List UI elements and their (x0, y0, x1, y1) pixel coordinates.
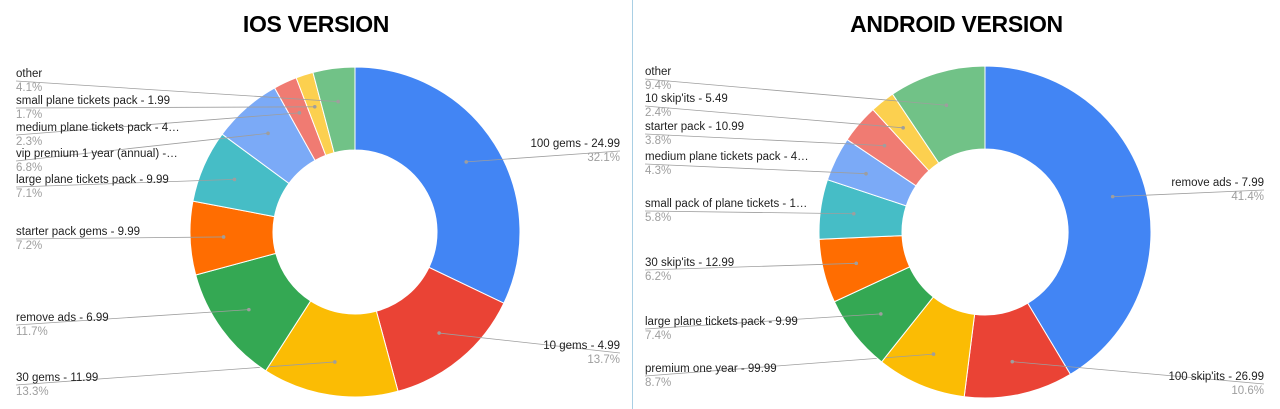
ios-label-10-gems-4-99: 10 gems - 4.99 (543, 340, 620, 352)
android-donut-chart: remove ads - 7.99 41.4% 100 skip'its - 26.… (644, 65, 1265, 399)
ios-leader-dot-remove-ads-6-99 (247, 307, 251, 312)
android-label-small-pack-of-plane-tickets-1: small pack of plane tickets - 1… (645, 198, 807, 210)
ios-leader-line-small-plane-tickets-pack-1-99 (15, 106, 315, 109)
ios-leader-line-100-gems-24-99 (466, 150, 621, 163)
panel-divider (632, 0, 633, 409)
android-percent-small-pack-of-plane-tickets-1: 5.8% (645, 212, 671, 224)
ios-leader-line-large-plane-tickets-pack-9-99 (15, 178, 235, 188)
android-leader-dot-remove-ads-7-99 (1110, 194, 1115, 199)
ios-leader-line-starter-pack-gems-9-99 (15, 236, 224, 240)
android-percent-medium-plane-tickets-pack-4: 4.3% (645, 165, 671, 177)
android-percent-10-skip-its-5-49: 2.4% (645, 107, 671, 119)
ios-percent-small-plane-tickets-pack-1-99: 1.7% (16, 109, 42, 121)
ios-leader-line-10-gems-4-99 (439, 332, 621, 354)
android-leader-line-small-pack-of-plane-tickets-1 (644, 210, 854, 215)
android-leader-dot-small-pack-of-plane-tickets-1 (851, 211, 856, 216)
android-label-100-skip-its-26-99: 100 skip'its - 26.99 (1168, 371, 1264, 383)
android-leader-line-remove-ads-7-99 (1112, 189, 1265, 198)
ios-label-small-plane-tickets-pack-1-99: small plane tickets pack - 1.99 (16, 95, 170, 107)
ios-label-100-gems-24-99: 100 gems - 24.99 (530, 138, 620, 150)
android-leader-dot-large-plane-tickets-pack-9-99 (879, 312, 883, 316)
ios-percent-large-plane-tickets-pack-9-99: 7.1% (16, 188, 42, 200)
android-leader-line-medium-plane-tickets-pack-4 (644, 163, 867, 175)
ios-leader-dot-medium-plane-tickets-pack-4 (297, 111, 302, 115)
ios-leader-dot-vip-premium-1-year-annual (266, 131, 270, 136)
android-slice-other[interactable] (891, 65, 986, 164)
android-leader-line-large-plane-tickets-pack-9-99 (644, 313, 881, 330)
ios-label-30-gems-11-99: 30 gems - 11.99 (16, 372, 98, 384)
ios-leader-dot-100-gems-24-99 (464, 160, 469, 164)
ios-leader-line-other (15, 80, 339, 102)
android-label-medium-plane-tickets-pack-4: medium plane tickets pack - 4… (645, 151, 809, 163)
ios-label-remove-ads-6-99: remove ads - 6.99 (16, 312, 109, 324)
android-label-10-skip-its-5-49: 10 skip'its - 5.49 (645, 93, 728, 105)
android-leader-dot-100-skip-its-26-99 (1010, 359, 1015, 364)
ios-leader-line-vip-premium-1-year-annual (15, 132, 269, 162)
ios-chart-panel: IOS VERSION 100 gems - 24.99 32.1% 10 gems… (0, 0, 632, 409)
ios-percent-starter-pack-gems-9-99: 7.2% (16, 240, 42, 252)
ios-slice-other[interactable] (312, 66, 356, 154)
android-percent-other: 9.4% (645, 80, 671, 92)
android-leader-dot-premium-one-year-99-99 (931, 352, 936, 356)
android-slice-remove-ads-7-99[interactable] (984, 65, 1152, 376)
android-label-other: other (645, 66, 671, 78)
android-leader-dot-other (944, 103, 949, 108)
ios-percent-medium-plane-tickets-pack-4: 2.3% (16, 136, 42, 148)
ios-percent-remove-ads-6-99: 11.7% (16, 326, 48, 338)
ios-donut-chart: 100 gems - 24.99 32.1% 10 gems - 4.99 13.7%… (15, 66, 621, 398)
ios-label-starter-pack-gems-9-99: starter pack gems - 9.99 (16, 226, 140, 238)
ios-leader-line-30-gems-11-99 (15, 361, 335, 386)
ios-label-medium-plane-tickets-pack-4: medium plane tickets pack - 4… (16, 122, 180, 134)
ios-label-other: other (16, 68, 42, 80)
ios-leader-dot-starter-pack-gems-9-99 (221, 235, 226, 239)
ios-leader-dot-30-gems-11-99 (333, 360, 337, 364)
android-leader-line-starter-pack-10-99 (644, 133, 885, 147)
android-percent-30-skip-its-12-99: 6.2% (645, 271, 671, 283)
android-label-premium-one-year-99-99: premium one year - 99.99 (645, 363, 777, 375)
ios-percent-10-gems-4-99: 13.7% (587, 354, 620, 366)
ios-leader-dot-10-gems-4-99 (437, 331, 441, 335)
ios-leader-line-medium-plane-tickets-pack-4 (15, 112, 300, 136)
ios-leader-dot-other (336, 99, 340, 104)
android-leader-dot-30-skip-its-12-99 (854, 261, 859, 266)
android-chart-panel: ANDROID VERSION remove ads - 7.99 41.4% 10… (633, 0, 1280, 409)
android-chart-title: ANDROID VERSION (850, 11, 1063, 37)
ios-leader-line-remove-ads-6-99 (15, 309, 249, 326)
ios-label-vip-premium-1-year-annual: vip premium 1 year (annual) -… (16, 148, 178, 160)
android-label-starter-pack-10-99: starter pack - 10.99 (645, 121, 744, 133)
ios-percent-30-gems-11-99: 13.3% (16, 386, 49, 398)
android-label-remove-ads-7-99: remove ads - 7.99 (1171, 177, 1264, 189)
ios-percent-vip-premium-1-year-annual: 6.8% (16, 162, 42, 174)
android-leader-dot-10-skip-its-5-49 (901, 126, 905, 130)
android-leader-line-10-skip-its-5-49 (644, 105, 904, 129)
ios-label-large-plane-tickets-pack-9-99: large plane tickets pack - 9.99 (16, 174, 169, 186)
android-leader-line-30-skip-its-12-99 (644, 262, 857, 271)
android-label-large-plane-tickets-pack-9-99: large plane tickets pack - 9.99 (645, 316, 798, 328)
ios-leader-dot-small-plane-tickets-pack-1-99 (312, 105, 317, 109)
ios-percent-100-gems-24-99: 32.1% (587, 152, 620, 164)
android-percent-100-skip-its-26-99: 10.6% (1231, 385, 1264, 397)
ios-leader-dot-large-plane-tickets-pack-9-99 (232, 177, 237, 182)
android-percent-remove-ads-7-99: 41.4% (1231, 191, 1264, 203)
ios-chart-title: IOS VERSION (242, 11, 390, 37)
android-leader-line-other (644, 78, 947, 106)
android-percent-premium-one-year-99-99: 8.7% (645, 377, 671, 389)
android-percent-large-plane-tickets-pack-9-99: 7.4% (645, 330, 671, 342)
android-leader-dot-medium-plane-tickets-pack-4 (864, 171, 868, 176)
ios-percent-other: 4.1% (16, 82, 42, 94)
ios-slice-100-gems-24-99[interactable] (354, 66, 521, 304)
android-percent-starter-pack-10-99: 3.8% (645, 135, 671, 147)
android-label-30-skip-its-12-99: 30 skip'its - 12.99 (645, 257, 734, 269)
android-leader-dot-starter-pack-10-99 (882, 143, 887, 148)
android-leader-line-100-skip-its-26-99 (1012, 361, 1265, 385)
